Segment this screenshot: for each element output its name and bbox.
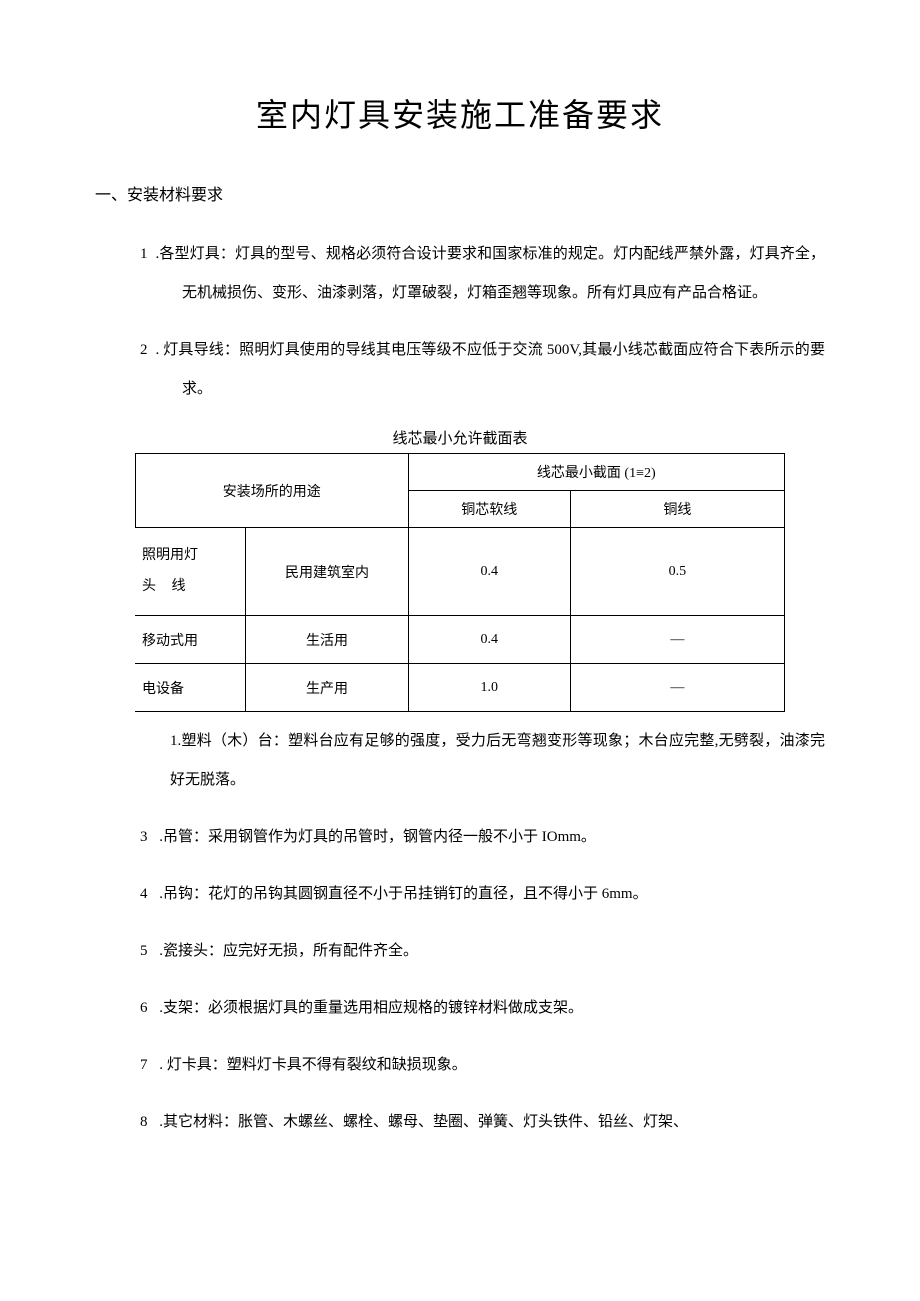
subitem-5: 5 .瓷接头：应完好无损，所有配件齐全。 [140, 932, 825, 971]
subitem-4-text: .吊钩：花灯的吊钩其圆钢直径不小于吊挂销钉的直径，且不得小于 6mm。 [156, 886, 648, 902]
wire-section-table: 安装场所的用途 线芯最小截面 (1≡2) 铜芯软线 铜线 照明用灯 头 线 民用… [135, 453, 785, 712]
subitem-7-num: 7 [140, 1057, 148, 1073]
subitem-6-text: .支架：必须根据灯具的重量选用相应规格的镀锌材料做成支架。 [156, 1000, 584, 1016]
row2-v2: — [570, 616, 784, 664]
item-1: 1 .各型灯具：灯具的型号、规格必须符合设计要求和国家标准的规定。灯内配线严禁外露… [140, 235, 825, 313]
row2-category: 移动式用 [136, 616, 246, 664]
item-2: 2 . 灯具导线：照明灯具使用的导线其电压等级不应低于交流 500V,其最小线芯截… [140, 331, 825, 409]
subitem-3-text: .吊管：采用钢管作为灯具的吊管时，钢管内径一般不小于 IOmm。 [156, 829, 596, 845]
subitem-3: 3 .吊管：采用钢管作为灯具的吊管时，钢管内径一般不小于 IOmm。 [140, 818, 825, 857]
th-usage: 安装场所的用途 [136, 454, 409, 528]
row3-v1: 1.0 [408, 664, 570, 712]
page-title: 室内灯具安装施工准备要求 [95, 90, 825, 136]
section-heading-1: 一、安装材料要求 [95, 181, 825, 205]
th-section: 线芯最小截面 (1≡2) [408, 454, 784, 491]
row1-category: 照明用灯 头 线 [136, 528, 246, 616]
row1-sub: 民用建筑室内 [246, 528, 408, 616]
subitem-1: 1.塑料（木）台：塑料台应有足够的强度，受力后无弯翘变形等现象；木台应完整,无劈… [170, 722, 825, 800]
th-col2: 铜线 [570, 491, 784, 528]
item-2-text: . 灯具导线：照明灯具使用的导线其电压等级不应低于交流 500V,其最小线芯截面… [156, 342, 826, 397]
row3-category: 电设备 [136, 664, 246, 712]
item-1-text: .各型灯具：灯具的型号、规格必须符合设计要求和国家标准的规定。灯内配线严禁外露，… [156, 246, 826, 301]
row1-v1: 0.4 [408, 528, 570, 616]
subitem-6-num: 6 [140, 1000, 148, 1016]
subitem-4-num: 4 [140, 886, 148, 902]
row3-v2: — [570, 664, 784, 712]
subitem-8-text: .其它材料：胀管、木螺丝、螺栓、螺母、垫圈、弹簧、灯头铁件、铅丝、灯架、 [156, 1114, 689, 1130]
subitem-6: 6 .支架：必须根据灯具的重量选用相应规格的镀锌材料做成支架。 [140, 989, 825, 1028]
subitem-5-num: 5 [140, 943, 148, 959]
subitem-3-num: 3 [140, 829, 148, 845]
row1-cat2-suffix: 线 [172, 579, 186, 594]
row3-sub: 生产用 [246, 664, 408, 712]
table-caption: 线芯最小允许截面表 [95, 427, 825, 448]
row2-v1: 0.4 [408, 616, 570, 664]
row1-v2: 0.5 [570, 528, 784, 616]
th-col1: 铜芯软线 [408, 491, 570, 528]
subitem-8-num: 8 [140, 1114, 148, 1130]
subitem-5-text: .瓷接头：应完好无损，所有配件齐全。 [156, 943, 419, 959]
item-1-number: 1 [140, 246, 148, 262]
subitem-8: 8 .其它材料：胀管、木螺丝、螺栓、螺母、垫圈、弹簧、灯头铁件、铅丝、灯架、 [140, 1103, 825, 1142]
item-2-number: 2 [140, 342, 148, 358]
subitem-7-text: . 灯卡具：塑料灯卡具不得有裂纹和缺损现象。 [156, 1057, 467, 1073]
subitem-4: 4 .吊钩：花灯的吊钩其圆钢直径不小于吊挂销钉的直径，且不得小于 6mm。 [140, 875, 825, 914]
row1-cat-line1: 照明用灯 [142, 541, 239, 572]
row1-cat2-prefix: 头 [142, 579, 156, 594]
row2-sub: 生活用 [246, 616, 408, 664]
subitem-7: 7 . 灯卡具：塑料灯卡具不得有裂纹和缺损现象。 [140, 1046, 825, 1085]
row1-cat-line2: 头 线 [142, 572, 239, 603]
